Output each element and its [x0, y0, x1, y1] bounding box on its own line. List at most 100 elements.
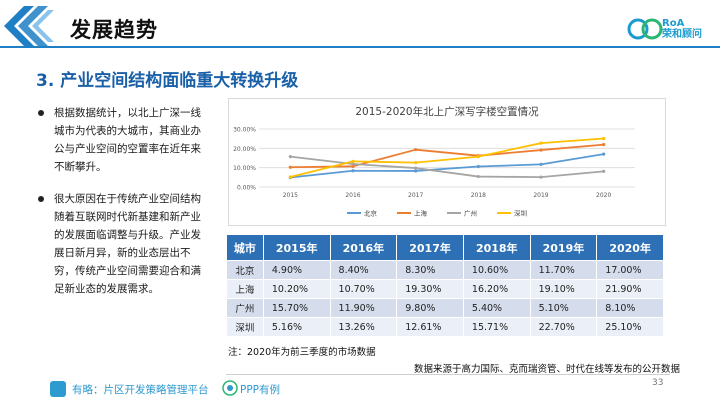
bullet-item: 根据数据统计，以北上广深一线城市为代表的大城市，其商业办公与产业空间的空置率在近…: [38, 104, 210, 176]
legend-label: 深圳: [514, 209, 527, 218]
series-line-广州: [290, 155, 604, 179]
data-point: [351, 164, 355, 168]
table-cell: 9.80%: [396, 298, 464, 318]
legend-label: 北京: [364, 209, 378, 218]
vacancy-table: 城市 2015年 2016年 2017年 2018年 2019年 2020年 北…: [226, 234, 664, 337]
table-header-cell: 2018年: [462, 234, 531, 261]
page-title: 发展趋势: [70, 18, 158, 42]
data-point: [476, 164, 480, 169]
table-header-row: 城市 2015年 2016年 2017年 2018年 2019年 2020年: [226, 234, 664, 261]
table-header-cell: 2017年: [396, 234, 464, 261]
table-cell: 16.20%: [462, 279, 531, 299]
x-tick-label: 2017: [408, 192, 423, 199]
x-tick-label: 2020: [596, 192, 611, 199]
brand-name-line2: 荣和顾问: [662, 29, 702, 40]
header-divider: [0, 46, 720, 48]
y-tick-label: 30.00%: [233, 127, 256, 134]
table-row: 北京 4.90% 8.40% 8.30% 10.60% 11.70% 17.00…: [226, 260, 664, 280]
table-cell: 22.70%: [529, 317, 598, 337]
table-cell-city: 北京: [226, 260, 264, 280]
platform-logo-icon: [50, 381, 66, 397]
data-point: [602, 169, 606, 173]
table-cell: 5.16%: [262, 317, 331, 337]
data-point: [476, 174, 480, 179]
series-line-上海: [290, 143, 604, 169]
data-point: [602, 136, 606, 141]
legend-label: 广州: [464, 209, 477, 218]
table-cell: 21.90%: [596, 279, 664, 299]
table-header-cell: 2020年: [596, 234, 664, 261]
data-point: [414, 161, 418, 165]
footer-platform-name: 有略：片区开发策略管理平台: [72, 384, 209, 396]
y-tick-label: 20.00%: [233, 146, 256, 153]
table-cell: 17.00%: [596, 260, 664, 280]
data-point: [288, 175, 292, 179]
table-cell: 8.10%: [596, 298, 664, 318]
data-point: [539, 148, 543, 152]
header-chevron-logo-icon: [4, 6, 54, 46]
brand-logo-icon: [627, 18, 663, 40]
data-point: [602, 152, 606, 156]
data-point: [288, 155, 292, 159]
series-line-深圳: [290, 137, 604, 178]
data-point: [539, 175, 543, 179]
table-row: 深圳 5.16% 13.26% 12.61% 15.71% 22.70% 25.…: [226, 317, 664, 337]
table-cell: 8.40%: [329, 260, 398, 280]
table-row: 广州 15.70% 11.90% 9.80% 5.40% 5.10% 8.10%: [226, 298, 664, 318]
data-point: [414, 166, 418, 170]
table-header-cell: 2019年: [529, 234, 598, 261]
x-tick-label: 2015: [283, 192, 298, 199]
table-cell-city: 上海: [226, 279, 264, 299]
footer-ppp-name: PPP有例: [240, 384, 280, 396]
table-cell: 10.60%: [462, 260, 531, 280]
table-cell: 13.26%: [329, 317, 398, 337]
brand-name: RoA 荣和顾问: [662, 18, 702, 40]
table-cell: 19.10%: [529, 279, 598, 299]
table-cell-city: 广州: [226, 298, 264, 318]
table-cell: 5.10%: [529, 298, 598, 318]
table-header-cell: 城市: [226, 234, 264, 261]
y-tick-label: 10.00%: [233, 165, 256, 172]
series-line-北京: [290, 153, 604, 179]
table-cell: 5.40%: [462, 298, 531, 318]
table-cell: 8.30%: [396, 260, 464, 280]
table-cell: 10.20%: [262, 279, 331, 299]
data-point: [414, 169, 418, 173]
data-point: [539, 162, 543, 166]
table-cell: 25.10%: [596, 317, 664, 337]
legend-label: 上海: [414, 209, 428, 218]
bullet-item: 很大原因在于传统产业空间结构随着互联网时代新基建和新产业的发展面临调整与升级。产…: [38, 190, 210, 298]
data-point: [351, 169, 355, 173]
table-cell: 15.70%: [262, 298, 331, 318]
table-cell: 10.70%: [329, 279, 398, 299]
table-header-cell: 2016年: [329, 234, 398, 261]
bullet-text: 根据数据统计，以北上广深一线城市为代表的大城市，其商业办公与产业空间的空置率在近…: [54, 107, 201, 173]
table-cell: 12.61%: [396, 317, 464, 337]
data-point: [476, 155, 480, 159]
data-point: [288, 165, 292, 169]
table-cell-city: 深圳: [226, 317, 264, 337]
data-source: 数据来源于高力国际、克而瑞资管、时代在线等发布的公开数据: [414, 364, 681, 375]
table-header-cell: 2015年: [262, 234, 331, 261]
x-tick-label: 2016: [345, 192, 360, 199]
table-cell: 4.90%: [262, 260, 331, 280]
bullet-dot-icon: [38, 110, 44, 116]
page-number: 33: [652, 378, 664, 388]
chart-canvas: 2015-2020年北上广深写字楼空置情况 0.00% 10.00% 20.00% 30…: [233, 105, 635, 218]
vacancy-line-chart: 2015-2020年北上广深写字楼空置情况 0.00% 10.00% 20.00% 30…: [228, 98, 666, 226]
data-point: [539, 141, 543, 145]
y-tick-label: 0.00%: [237, 185, 256, 192]
table-cell: 19.30%: [396, 279, 464, 299]
data-point: [351, 159, 355, 163]
bullet-text: 很大原因在于传统产业空间结构随着互联网时代新基建和新产业的发展面临调整与升级。产…: [54, 193, 201, 295]
data-point: [351, 162, 355, 166]
chart-title: 2015-2020年北上广深写字楼空置情况: [355, 105, 539, 118]
table-cell: 11.70%: [529, 260, 598, 280]
data-point: [414, 148, 418, 152]
table-cell: 11.90%: [329, 298, 398, 318]
x-tick-label: 2018: [471, 192, 486, 199]
table-note: 注：2020年为前三季度的市场数据: [228, 347, 376, 358]
section-title: 3. 产业空间结构面临重大转换升级: [36, 71, 299, 91]
brand-name-line1: RoA: [662, 18, 685, 29]
table-row: 上海 10.20% 10.70% 19.30% 16.20% 19.10% 21…: [226, 279, 664, 299]
